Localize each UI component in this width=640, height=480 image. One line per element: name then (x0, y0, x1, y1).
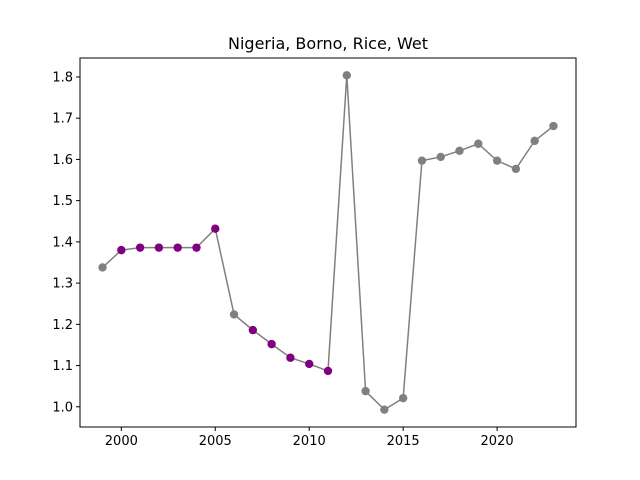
chart-title: Nigeria, Borno, Rice, Wet (228, 34, 428, 53)
data-point (135, 243, 145, 252)
y-tick-label: 1.6 (52, 153, 73, 168)
y-tick-label: 1.2 (52, 318, 73, 333)
x-tick-label: 2020 (481, 434, 514, 449)
y-tick-label: 1.7 (52, 112, 73, 127)
data-point (248, 325, 258, 335)
x-tick-label: 2000 (105, 434, 138, 449)
data-point (98, 263, 107, 272)
data-series (98, 71, 558, 414)
data-point (530, 136, 539, 146)
y-tick-label: 1.0 (52, 400, 73, 415)
y-axis: 1.0 1.1 1.2 1.3 1.4 1.5 1.6 1.7 1.8 (52, 70, 80, 415)
data-point (511, 164, 521, 174)
y-tick-label: 1.5 (52, 194, 73, 209)
data-point (549, 121, 558, 131)
data-point (173, 243, 182, 252)
y-tick-label: 1.1 (52, 359, 73, 374)
x-tick-label: 2005 (199, 434, 232, 449)
data-point (305, 359, 314, 369)
y-tick-label: 1.8 (52, 70, 73, 85)
y-tick-label: 1.3 (52, 277, 73, 292)
data-point (474, 139, 483, 148)
x-tick-label: 2015 (387, 434, 420, 449)
data-point (361, 386, 370, 396)
data-point (211, 224, 220, 233)
data-point (455, 146, 464, 155)
data-point (267, 339, 276, 349)
data-point (417, 156, 427, 165)
data-point (342, 71, 351, 80)
data-point (192, 243, 201, 252)
data-point (436, 152, 445, 162)
x-axis: 2000 2005 2010 2015 2020 (105, 427, 514, 449)
data-point (154, 243, 164, 252)
y-tick-label: 1.4 (52, 235, 73, 250)
data-point (229, 310, 239, 319)
data-point (398, 393, 408, 403)
data-point (286, 353, 295, 362)
data-point (380, 405, 389, 414)
data-point (323, 366, 333, 376)
data-point (117, 245, 126, 255)
data-point (492, 156, 502, 165)
x-tick-label: 2010 (293, 434, 326, 449)
